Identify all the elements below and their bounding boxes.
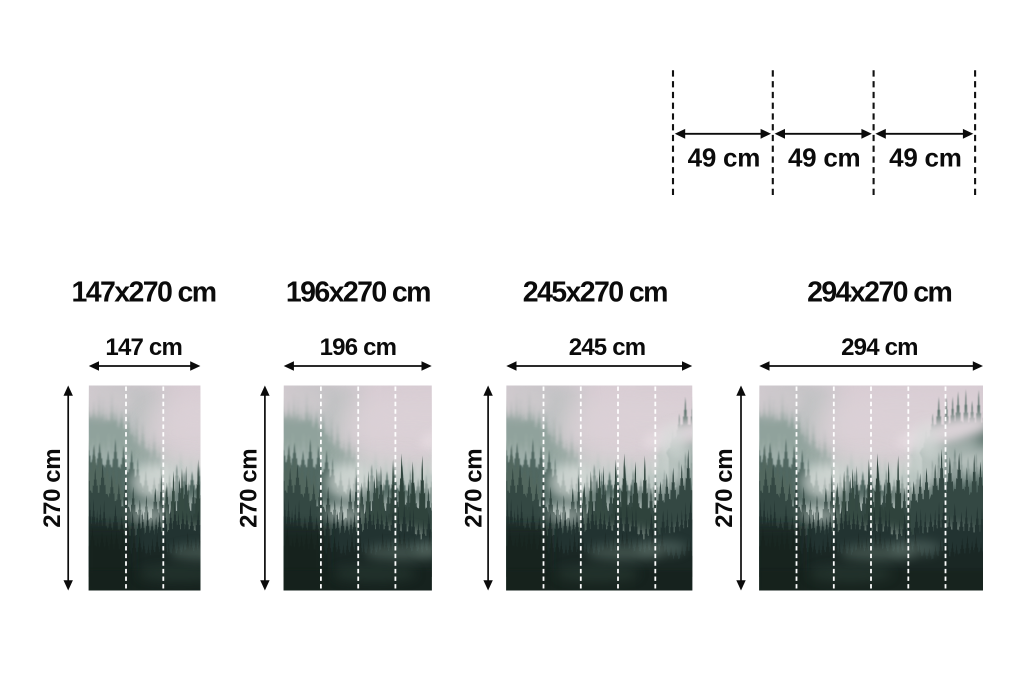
svg-text:245x270 cm: 245x270 cm xyxy=(523,277,667,309)
svg-text:270 cm: 270 cm xyxy=(236,449,263,528)
svg-text:294x270 cm: 294x270 cm xyxy=(807,277,951,309)
svg-text:270 cm: 270 cm xyxy=(711,449,738,528)
svg-text:196 cm: 196 cm xyxy=(320,334,397,361)
svg-text:147x270 cm: 147x270 cm xyxy=(71,277,215,309)
svg-text:270 cm: 270 cm xyxy=(39,449,66,528)
svg-text:49 cm: 49 cm xyxy=(688,142,760,172)
svg-text:294 cm: 294 cm xyxy=(841,334,918,361)
svg-text:49 cm: 49 cm xyxy=(889,142,961,172)
svg-text:49 cm: 49 cm xyxy=(788,142,860,172)
svg-text:245 cm: 245 cm xyxy=(569,334,646,361)
svg-text:196x270 cm: 196x270 cm xyxy=(286,277,430,309)
svg-text:147 cm: 147 cm xyxy=(105,334,182,361)
svg-text:270 cm: 270 cm xyxy=(460,449,487,528)
